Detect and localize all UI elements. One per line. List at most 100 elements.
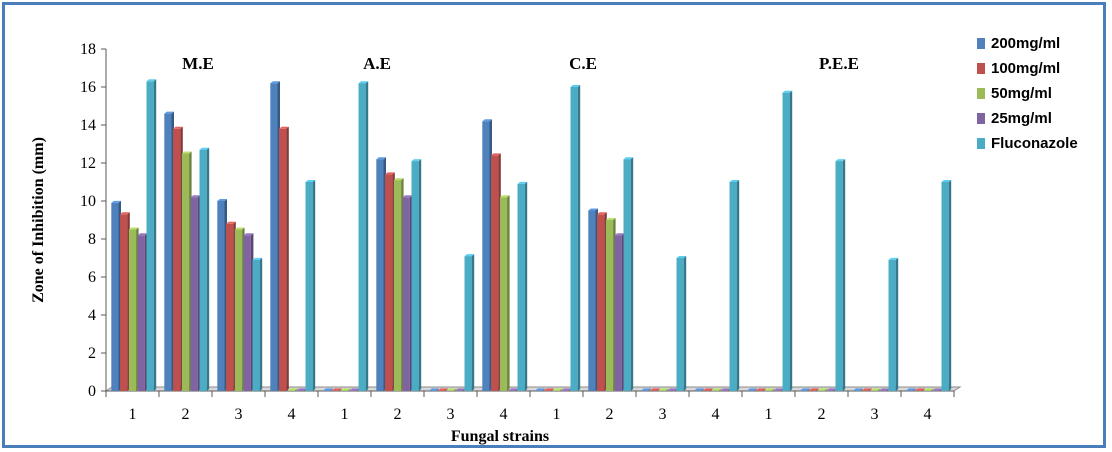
bar <box>402 195 413 391</box>
bar-front <box>826 390 834 391</box>
bar-side <box>436 388 439 391</box>
bar-front <box>623 159 631 391</box>
bar-side <box>763 388 766 391</box>
bar-top <box>270 81 280 84</box>
bar-side <box>922 388 925 391</box>
x-tick-label: 3 <box>447 406 455 423</box>
bar-side <box>454 388 457 391</box>
bar-top <box>429 388 439 391</box>
bar <box>358 81 369 391</box>
chart-frame: 0 2 4 6 8 10 12 14 16 18 1 2 3 4 1 2 3 4 1 2 3 4 1 2 3 4 M.E A.E C.E… <box>2 2 1106 448</box>
x-tick-label: 2 <box>606 406 614 423</box>
bar <box>190 195 201 391</box>
bar <box>111 200 121 391</box>
bar-top <box>332 388 342 391</box>
group-label: P.E.E <box>819 54 859 73</box>
bar-side <box>507 195 510 391</box>
bar <box>570 85 581 391</box>
bar-front <box>393 180 402 391</box>
bar-top <box>279 126 289 129</box>
group-label: A.E <box>363 54 391 73</box>
group-label: C.E <box>569 54 597 73</box>
bar-top <box>173 126 183 129</box>
bar-side <box>736 180 740 391</box>
bar-top <box>729 180 740 182</box>
bar <box>853 388 863 391</box>
bar-top <box>385 172 395 175</box>
bar-front <box>305 182 313 391</box>
bar <box>906 388 916 391</box>
bar-front <box>817 390 826 391</box>
bar-front <box>667 390 675 391</box>
bar-top <box>835 159 846 162</box>
bar-top <box>932 388 943 391</box>
bar-side <box>710 388 713 391</box>
bar <box>217 199 227 391</box>
bar-side <box>206 147 210 391</box>
bar-top <box>137 233 148 236</box>
bar-front <box>879 390 887 391</box>
bar-side <box>895 257 899 391</box>
bar-front <box>597 214 605 391</box>
bar <box>438 388 448 391</box>
bar-side <box>471 254 475 391</box>
bar <box>817 388 828 391</box>
x-tick-label: 4 <box>712 406 720 423</box>
bar-front <box>128 229 137 391</box>
bar-top <box>703 388 713 391</box>
bar <box>711 388 722 391</box>
y-tick-label: 14 <box>80 117 96 134</box>
bar-side <box>418 159 422 391</box>
bar <box>800 388 810 391</box>
bar-front <box>517 183 525 391</box>
bar-side <box>259 257 263 391</box>
bar-front <box>446 390 455 391</box>
bar-front <box>358 83 366 391</box>
bar-side <box>860 388 863 391</box>
bar <box>747 388 757 391</box>
x-tick-label: 2 <box>818 406 826 423</box>
bar-front <box>455 390 463 391</box>
bar <box>835 159 846 391</box>
bar-front <box>279 128 287 392</box>
bar <box>862 388 872 391</box>
bar-top <box>287 388 298 391</box>
bar <box>128 227 139 391</box>
bar <box>226 221 236 391</box>
bar <box>658 388 669 391</box>
bar-top <box>120 212 130 215</box>
bar-top <box>915 388 925 391</box>
bar-top <box>552 388 563 391</box>
bar-top <box>623 157 634 160</box>
bar-top <box>438 388 448 391</box>
bar-front <box>332 390 340 391</box>
bar-side <box>330 388 333 391</box>
bar-front <box>385 174 393 391</box>
bar-top <box>499 195 510 198</box>
legend-label: 25mg/ml <box>991 110 1052 127</box>
bar-front <box>296 390 304 391</box>
bar-front <box>641 390 649 391</box>
bar-top <box>650 388 660 391</box>
bar-front <box>181 153 190 391</box>
bar <box>703 388 713 391</box>
bar <box>146 79 157 392</box>
bar-side <box>948 180 952 391</box>
bar <box>279 126 289 392</box>
bar-front <box>888 259 896 391</box>
bar-front <box>491 155 499 391</box>
bar <box>305 180 316 391</box>
bar <box>464 254 475 391</box>
bar-front <box>835 161 843 391</box>
bar-side <box>542 388 545 391</box>
bar-front <box>146 81 154 392</box>
y-tick-label: 10 <box>80 193 96 210</box>
bar-top <box>226 221 236 224</box>
bar-front <box>243 235 251 391</box>
bar-front <box>906 390 914 391</box>
bar-top <box>667 388 678 391</box>
bar <box>270 81 280 391</box>
bar-front <box>729 182 737 391</box>
bar <box>376 157 386 391</box>
x-tick-label: 4 <box>288 406 296 423</box>
